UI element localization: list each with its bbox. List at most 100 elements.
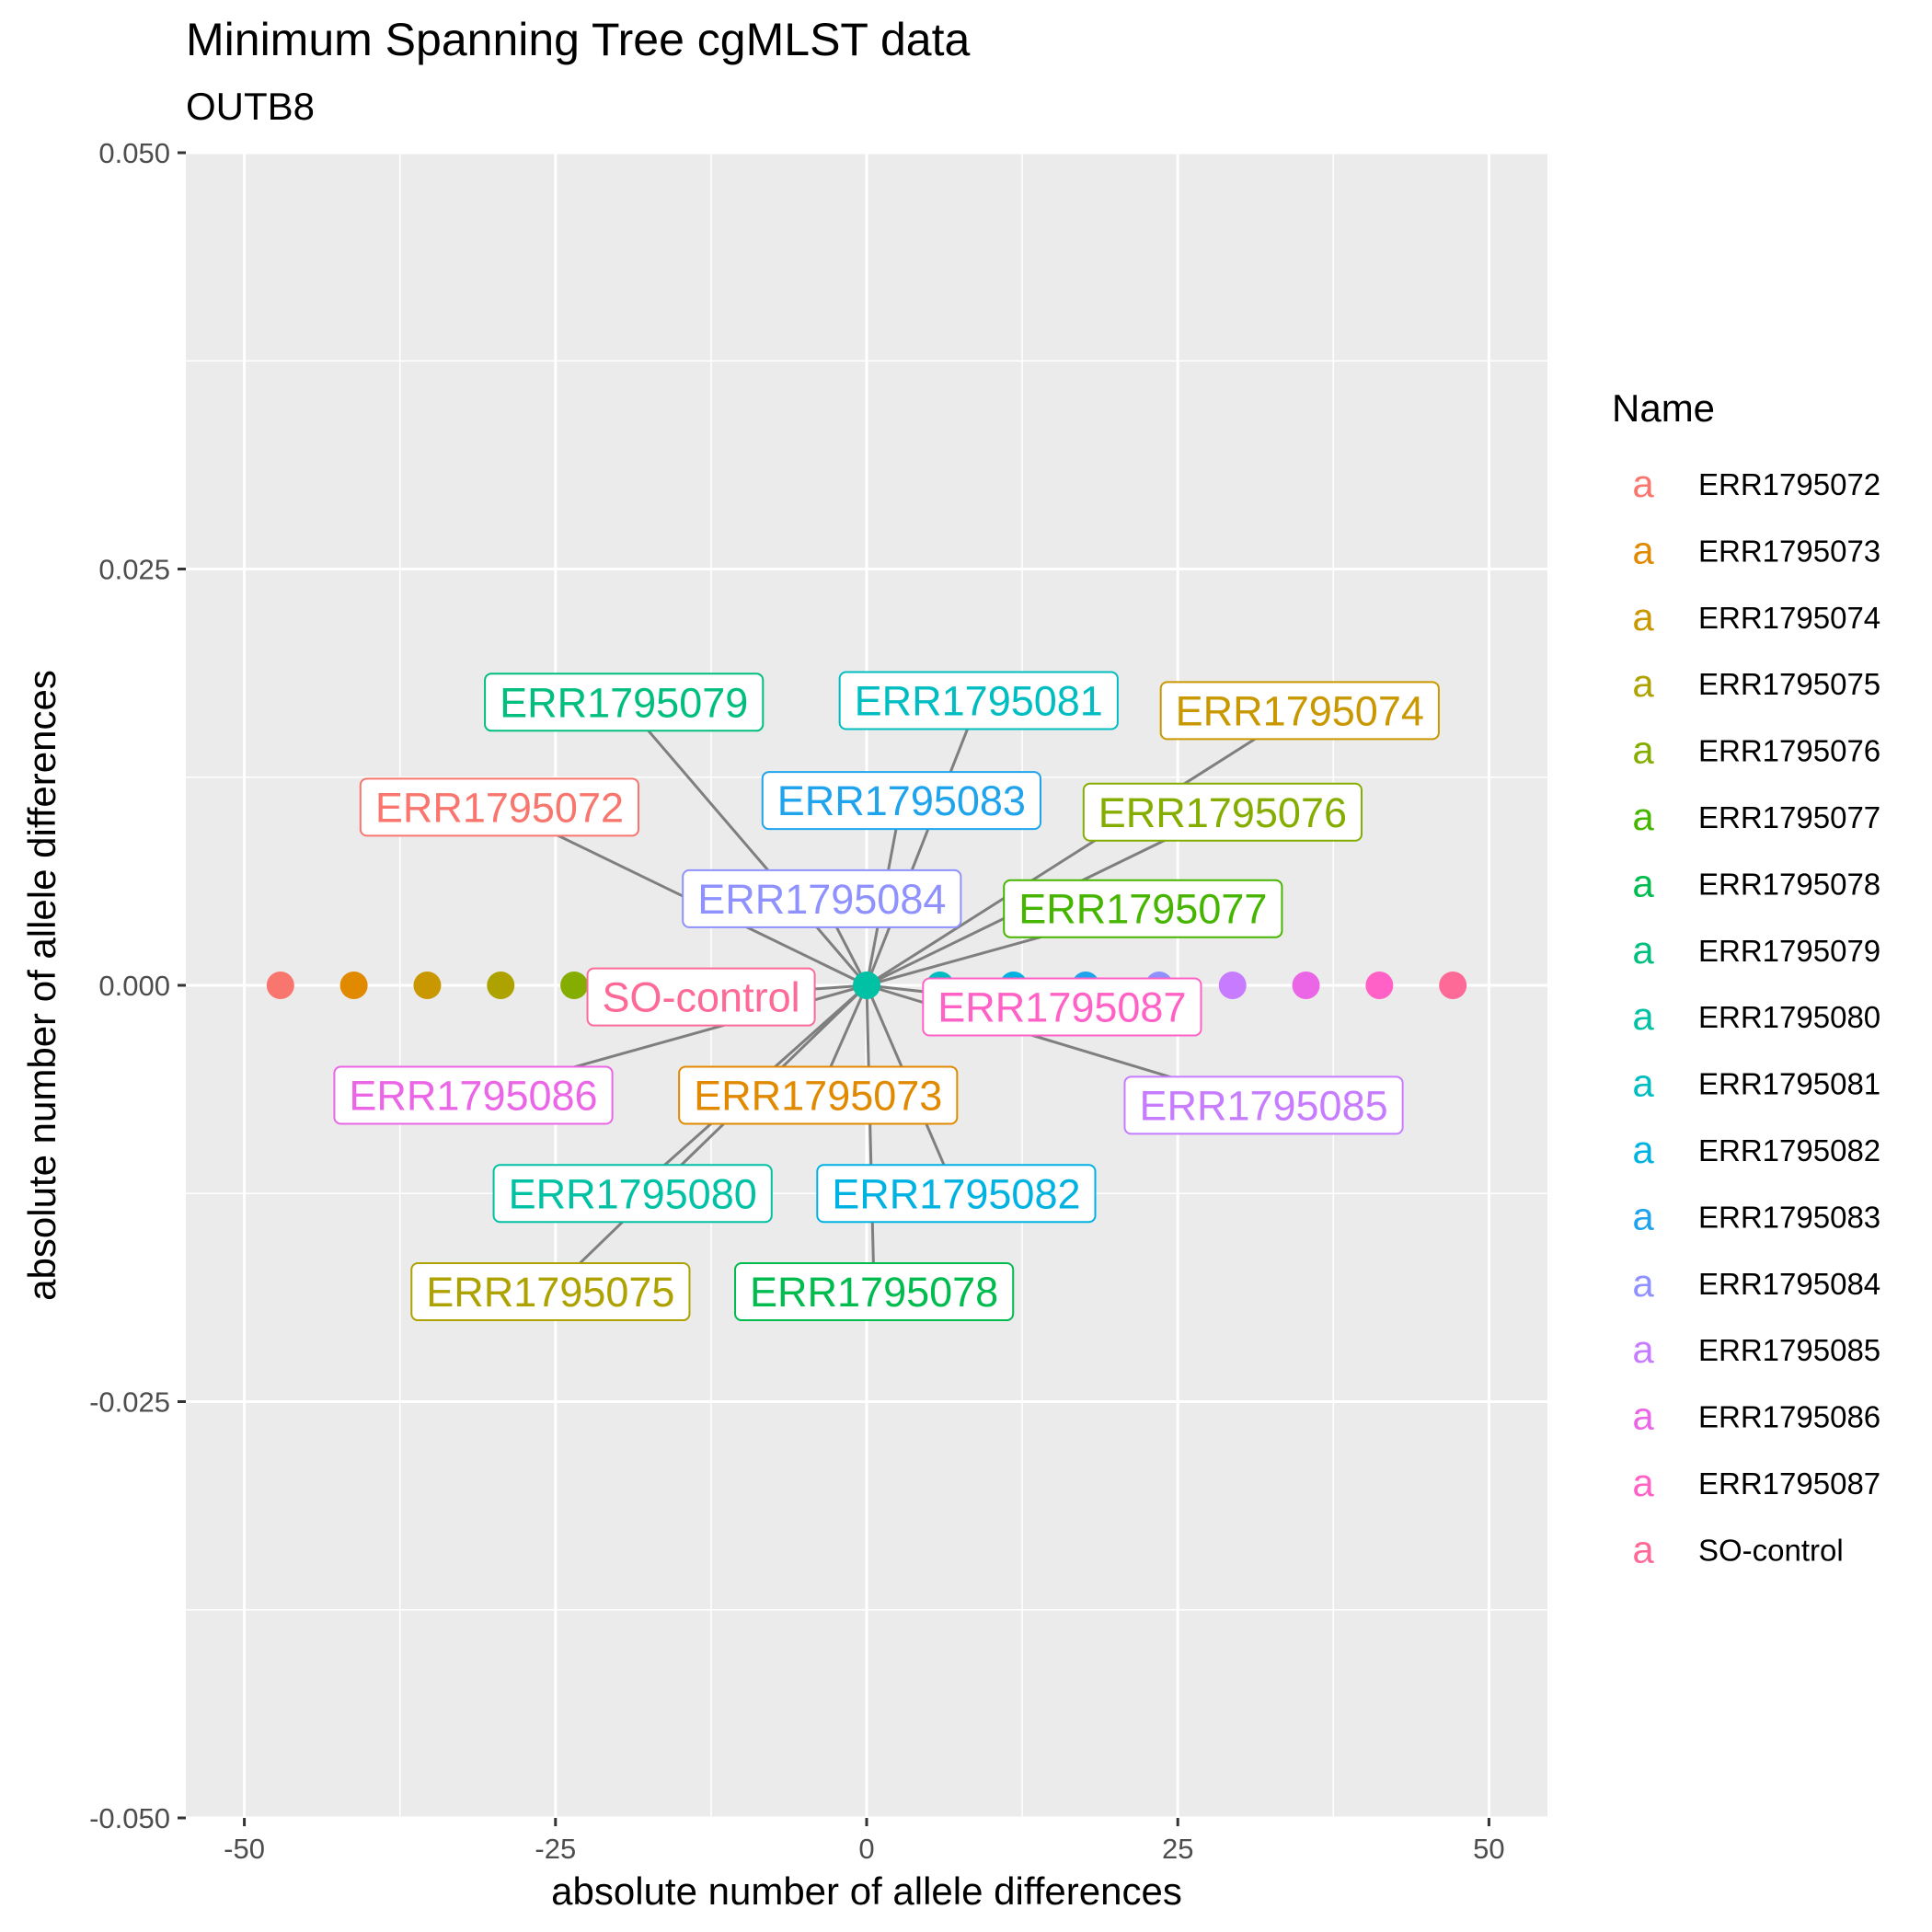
chart-subtitle: OUTB8 (186, 85, 315, 128)
point-label-text: ERR1795082 (832, 1170, 1080, 1217)
y-tick-label: 0.050 (98, 137, 170, 169)
point-label: ERR1795082 (816, 1164, 1097, 1224)
legend-key: a (1632, 595, 1654, 638)
legend-item: a ERR1795072 (1632, 462, 1880, 505)
legend-label: ERR1795086 (1698, 1400, 1880, 1434)
legend-key: a (1632, 1261, 1654, 1305)
y-tick-label: -0.025 (89, 1386, 170, 1419)
legend-key: a (1632, 661, 1654, 705)
point-label: ERR1795087 (922, 977, 1202, 1037)
point-label-text: ERR1795081 (855, 677, 1103, 724)
legend-title: Name (1612, 386, 1715, 430)
data-point (339, 972, 368, 999)
legend-item: a SO-control (1632, 1527, 1843, 1570)
y-tick-label: 0.000 (98, 970, 170, 1002)
point-label-box (492, 1164, 773, 1224)
legend-item: a ERR1795079 (1632, 928, 1880, 972)
point-label-box (816, 1164, 1097, 1224)
legend-label: SO-control (1698, 1533, 1844, 1567)
point-label-text: ERR1795075 (426, 1269, 674, 1316)
data-point (413, 972, 442, 999)
tree-edge (865, 984, 876, 1293)
point-label-box (1159, 681, 1440, 741)
y-tick-label: -0.050 (89, 1802, 170, 1834)
point-label-box (922, 977, 1202, 1037)
point-label-text: ERR1795080 (509, 1170, 757, 1217)
point-label-text: ERR1795085 (1139, 1082, 1387, 1129)
legend-label: ERR1795085 (1698, 1333, 1880, 1367)
point-label: ERR1795074 (1159, 681, 1440, 741)
tree-edge (866, 709, 1301, 987)
legend-label: ERR1795079 (1698, 934, 1880, 968)
legend-key: a (1632, 1062, 1654, 1105)
tree-edge (549, 983, 868, 1294)
legend-key: a (1632, 462, 1654, 505)
data-point (1365, 972, 1394, 999)
legend-key: a (1632, 795, 1654, 838)
legend-label: ERR1795072 (1698, 467, 1880, 501)
x-axis-title: absolute number of allele differences (551, 1869, 1182, 1913)
point-label-box (761, 771, 1041, 831)
data-point (1292, 972, 1320, 999)
legend-item: a ERR1795082 (1632, 1128, 1880, 1171)
legend-key: a (1632, 1395, 1654, 1438)
axes: -50 -25 0 25 50 -0.050 -0.025 0.000 0.025 0.050 (89, 137, 1505, 1865)
y-axis-title: absolute number of allele differences (20, 670, 63, 1301)
point-label-text: ERR1795072 (375, 784, 624, 831)
point-label-text: ERR1795076 (1098, 789, 1347, 836)
legend-label: ERR1795078 (1698, 867, 1880, 901)
legend-item: a ERR1795083 (1632, 1194, 1880, 1237)
point-label: ERR1795073 (678, 1065, 959, 1125)
point-label: ERR1795084 (682, 868, 962, 928)
point-label: ERR1795083 (761, 771, 1041, 831)
y-tick-label: 0.025 (98, 554, 170, 586)
legend-key: a (1632, 528, 1654, 571)
x-tick-label: 0 (858, 1833, 874, 1865)
legend-label: ERR1795082 (1698, 1133, 1880, 1167)
point-label: ERR1795079 (484, 673, 765, 732)
legend-key: a (1632, 729, 1654, 772)
legend-item: a ERR1795081 (1632, 1062, 1880, 1105)
legend-label: ERR1795073 (1698, 534, 1880, 568)
legend-label: ERR1795084 (1698, 1267, 1880, 1301)
data-point (1439, 972, 1467, 999)
point-label-text: ERR1795087 (937, 984, 1186, 1031)
point-label: ERR1795075 (410, 1262, 691, 1322)
point-label-box (333, 1065, 614, 1125)
data-point (560, 972, 589, 999)
legend-key: a (1632, 1194, 1654, 1237)
legend-item: a ERR1795075 (1632, 661, 1880, 705)
legend-key: a (1632, 995, 1654, 1038)
data-point (1218, 972, 1247, 999)
legend-label: ERR1795076 (1698, 734, 1880, 768)
point-label-text: ERR1795084 (697, 876, 946, 923)
x-tick-label: -50 (224, 1833, 265, 1865)
point-label: ERR1795078 (734, 1262, 1015, 1322)
point-label: ERR1795085 (1123, 1075, 1404, 1135)
x-tick-label: -25 (535, 1833, 576, 1865)
point-labels: ERR1795072 ERR1795073 ERR1795074 ERR1795075… (333, 671, 1440, 1322)
point-label: ERR1795076 (1082, 782, 1363, 842)
x-tick-label: 25 (1162, 1833, 1193, 1865)
chart-title: Minimum Spanning Tree cgMLST data (186, 14, 970, 65)
point-label: ERR1795072 (359, 777, 640, 837)
point-label-text: ERR1795079 (500, 679, 748, 726)
point-label-box (838, 671, 1119, 730)
x-tick-label: 50 (1473, 1833, 1504, 1865)
point-label-text: ERR1795083 (777, 777, 1026, 824)
legend-item: a ERR1795073 (1632, 528, 1880, 571)
legend-label: ERR1795077 (1698, 800, 1880, 834)
legend-key: a (1632, 1128, 1654, 1171)
point-label-text: ERR1795073 (694, 1072, 942, 1119)
legend: Name a ERR1795072 a ERR1795073 a ERR1795074 a E… (1612, 386, 1880, 1570)
point-label-box (410, 1262, 691, 1322)
legend-item: a ERR1795078 (1632, 861, 1880, 904)
legend-item: a ERR1795080 (1632, 995, 1880, 1038)
point-label: ERR1795086 (333, 1065, 614, 1125)
legend-label: ERR1795081 (1698, 1067, 1880, 1101)
legend-label: ERR1795080 (1698, 1000, 1880, 1034)
legend-label: ERR1795074 (1698, 601, 1880, 635)
legend-label: ERR1795083 (1698, 1200, 1880, 1234)
legend-item: a ERR1795076 (1632, 729, 1880, 772)
